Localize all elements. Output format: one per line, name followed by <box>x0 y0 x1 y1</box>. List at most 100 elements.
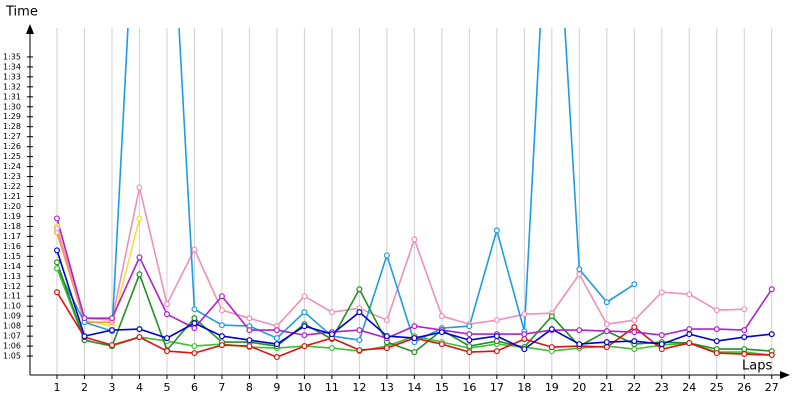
data-point <box>328 331 335 338</box>
data-point <box>218 322 225 329</box>
x-tick-label: 22 <box>627 381 641 394</box>
data-point <box>356 337 363 344</box>
y-tick-label: 1:15 <box>3 252 21 261</box>
x-tick-label: 20 <box>572 381 586 394</box>
data-point <box>53 225 60 232</box>
data-point <box>273 327 280 334</box>
data-point <box>768 352 775 359</box>
data-point <box>658 332 665 339</box>
y-tick-label: 1:29 <box>3 112 21 121</box>
data-point <box>741 327 748 334</box>
data-point <box>686 326 693 333</box>
grid <box>56 28 773 375</box>
x-tick-label: 7 <box>218 381 225 394</box>
data-point <box>136 184 143 191</box>
data-point <box>53 247 60 254</box>
data-point <box>438 341 445 348</box>
data-point <box>301 343 308 350</box>
x-tick-label: 27 <box>765 381 779 394</box>
x-tick-label: 14 <box>407 381 421 394</box>
x-tick-label: 15 <box>435 381 449 394</box>
data-point <box>493 317 500 324</box>
data-point <box>493 348 500 355</box>
data-point <box>191 350 198 357</box>
data-point <box>383 252 390 259</box>
data-point <box>713 307 720 314</box>
data-point <box>246 315 253 322</box>
data-point <box>438 313 445 320</box>
data-point <box>658 289 665 296</box>
data-point <box>301 293 308 300</box>
data-point <box>521 346 528 353</box>
data-point <box>136 215 143 222</box>
x-tick-label: 4 <box>136 381 143 394</box>
data-point <box>521 336 528 343</box>
data-point <box>273 341 280 348</box>
data-point <box>108 327 115 334</box>
data-point <box>686 291 693 298</box>
data-point <box>411 323 418 330</box>
y-tick-label: 1:17 <box>3 232 21 241</box>
y-tick-label: 1:09 <box>3 312 21 321</box>
y-tick-label: 1:12 <box>3 282 21 291</box>
data-point <box>576 271 583 278</box>
x-tick-label: 21 <box>600 381 614 394</box>
data-point <box>493 338 500 345</box>
data-point <box>53 215 60 222</box>
y-tick-label: 1:21 <box>3 192 21 201</box>
data-point <box>466 343 473 350</box>
y-tick-label: 1:34 <box>3 62 21 71</box>
data-point <box>603 321 610 328</box>
y-tick-label: 1:28 <box>3 122 21 131</box>
data-point <box>81 333 88 340</box>
data-point <box>191 246 198 253</box>
data-point <box>493 227 500 234</box>
data-point <box>383 345 390 352</box>
y-tick-label: 1:25 <box>3 152 21 161</box>
data-point <box>163 348 170 355</box>
data-point <box>356 347 363 354</box>
x-tick-label: 18 <box>517 381 531 394</box>
y-tick-label: 1:18 <box>3 222 21 231</box>
y-tick-label: 1:14 <box>3 262 21 271</box>
data-point <box>246 343 253 350</box>
y-axis-arrow <box>26 24 34 34</box>
x-axis-arrow <box>780 371 790 379</box>
data-point <box>273 335 280 342</box>
x-tick-label: 1 <box>53 381 60 394</box>
data-point <box>53 289 60 296</box>
data-point <box>328 309 335 316</box>
y-tick-label: 1:10 <box>3 302 21 311</box>
data-point <box>301 323 308 330</box>
data-point <box>136 254 143 261</box>
data-point <box>163 311 170 318</box>
data-point <box>741 306 748 313</box>
y-tick-label: 1:11 <box>3 292 21 301</box>
series-line <box>56 28 635 344</box>
data-point <box>741 351 748 358</box>
data-point <box>356 286 363 293</box>
x-tick-label: 11 <box>325 381 339 394</box>
data-point <box>521 311 528 318</box>
y-tick-label: 1:35 <box>3 52 21 61</box>
data-point <box>548 344 555 351</box>
y-axis-label: Time <box>5 5 38 20</box>
data-point <box>246 337 253 344</box>
y-tick-label: 1:13 <box>3 272 21 281</box>
x-tick-label: 24 <box>682 381 696 394</box>
data-point <box>411 335 418 342</box>
x-tick-label: 10 <box>297 381 311 394</box>
data-point <box>53 259 60 266</box>
series-line <box>56 187 745 328</box>
x-tick-label: 5 <box>163 381 170 394</box>
y-tick-label: 1:06 <box>3 342 21 351</box>
data-point <box>466 323 473 330</box>
y-tick-label: 1:20 <box>3 202 21 211</box>
data-point <box>686 340 693 347</box>
data-point <box>218 293 225 300</box>
x-tick-label: 8 <box>246 381 253 394</box>
data-point <box>246 327 253 334</box>
y-tick-label: 1:31 <box>3 92 21 101</box>
data-point <box>466 337 473 344</box>
data-point <box>493 333 500 340</box>
